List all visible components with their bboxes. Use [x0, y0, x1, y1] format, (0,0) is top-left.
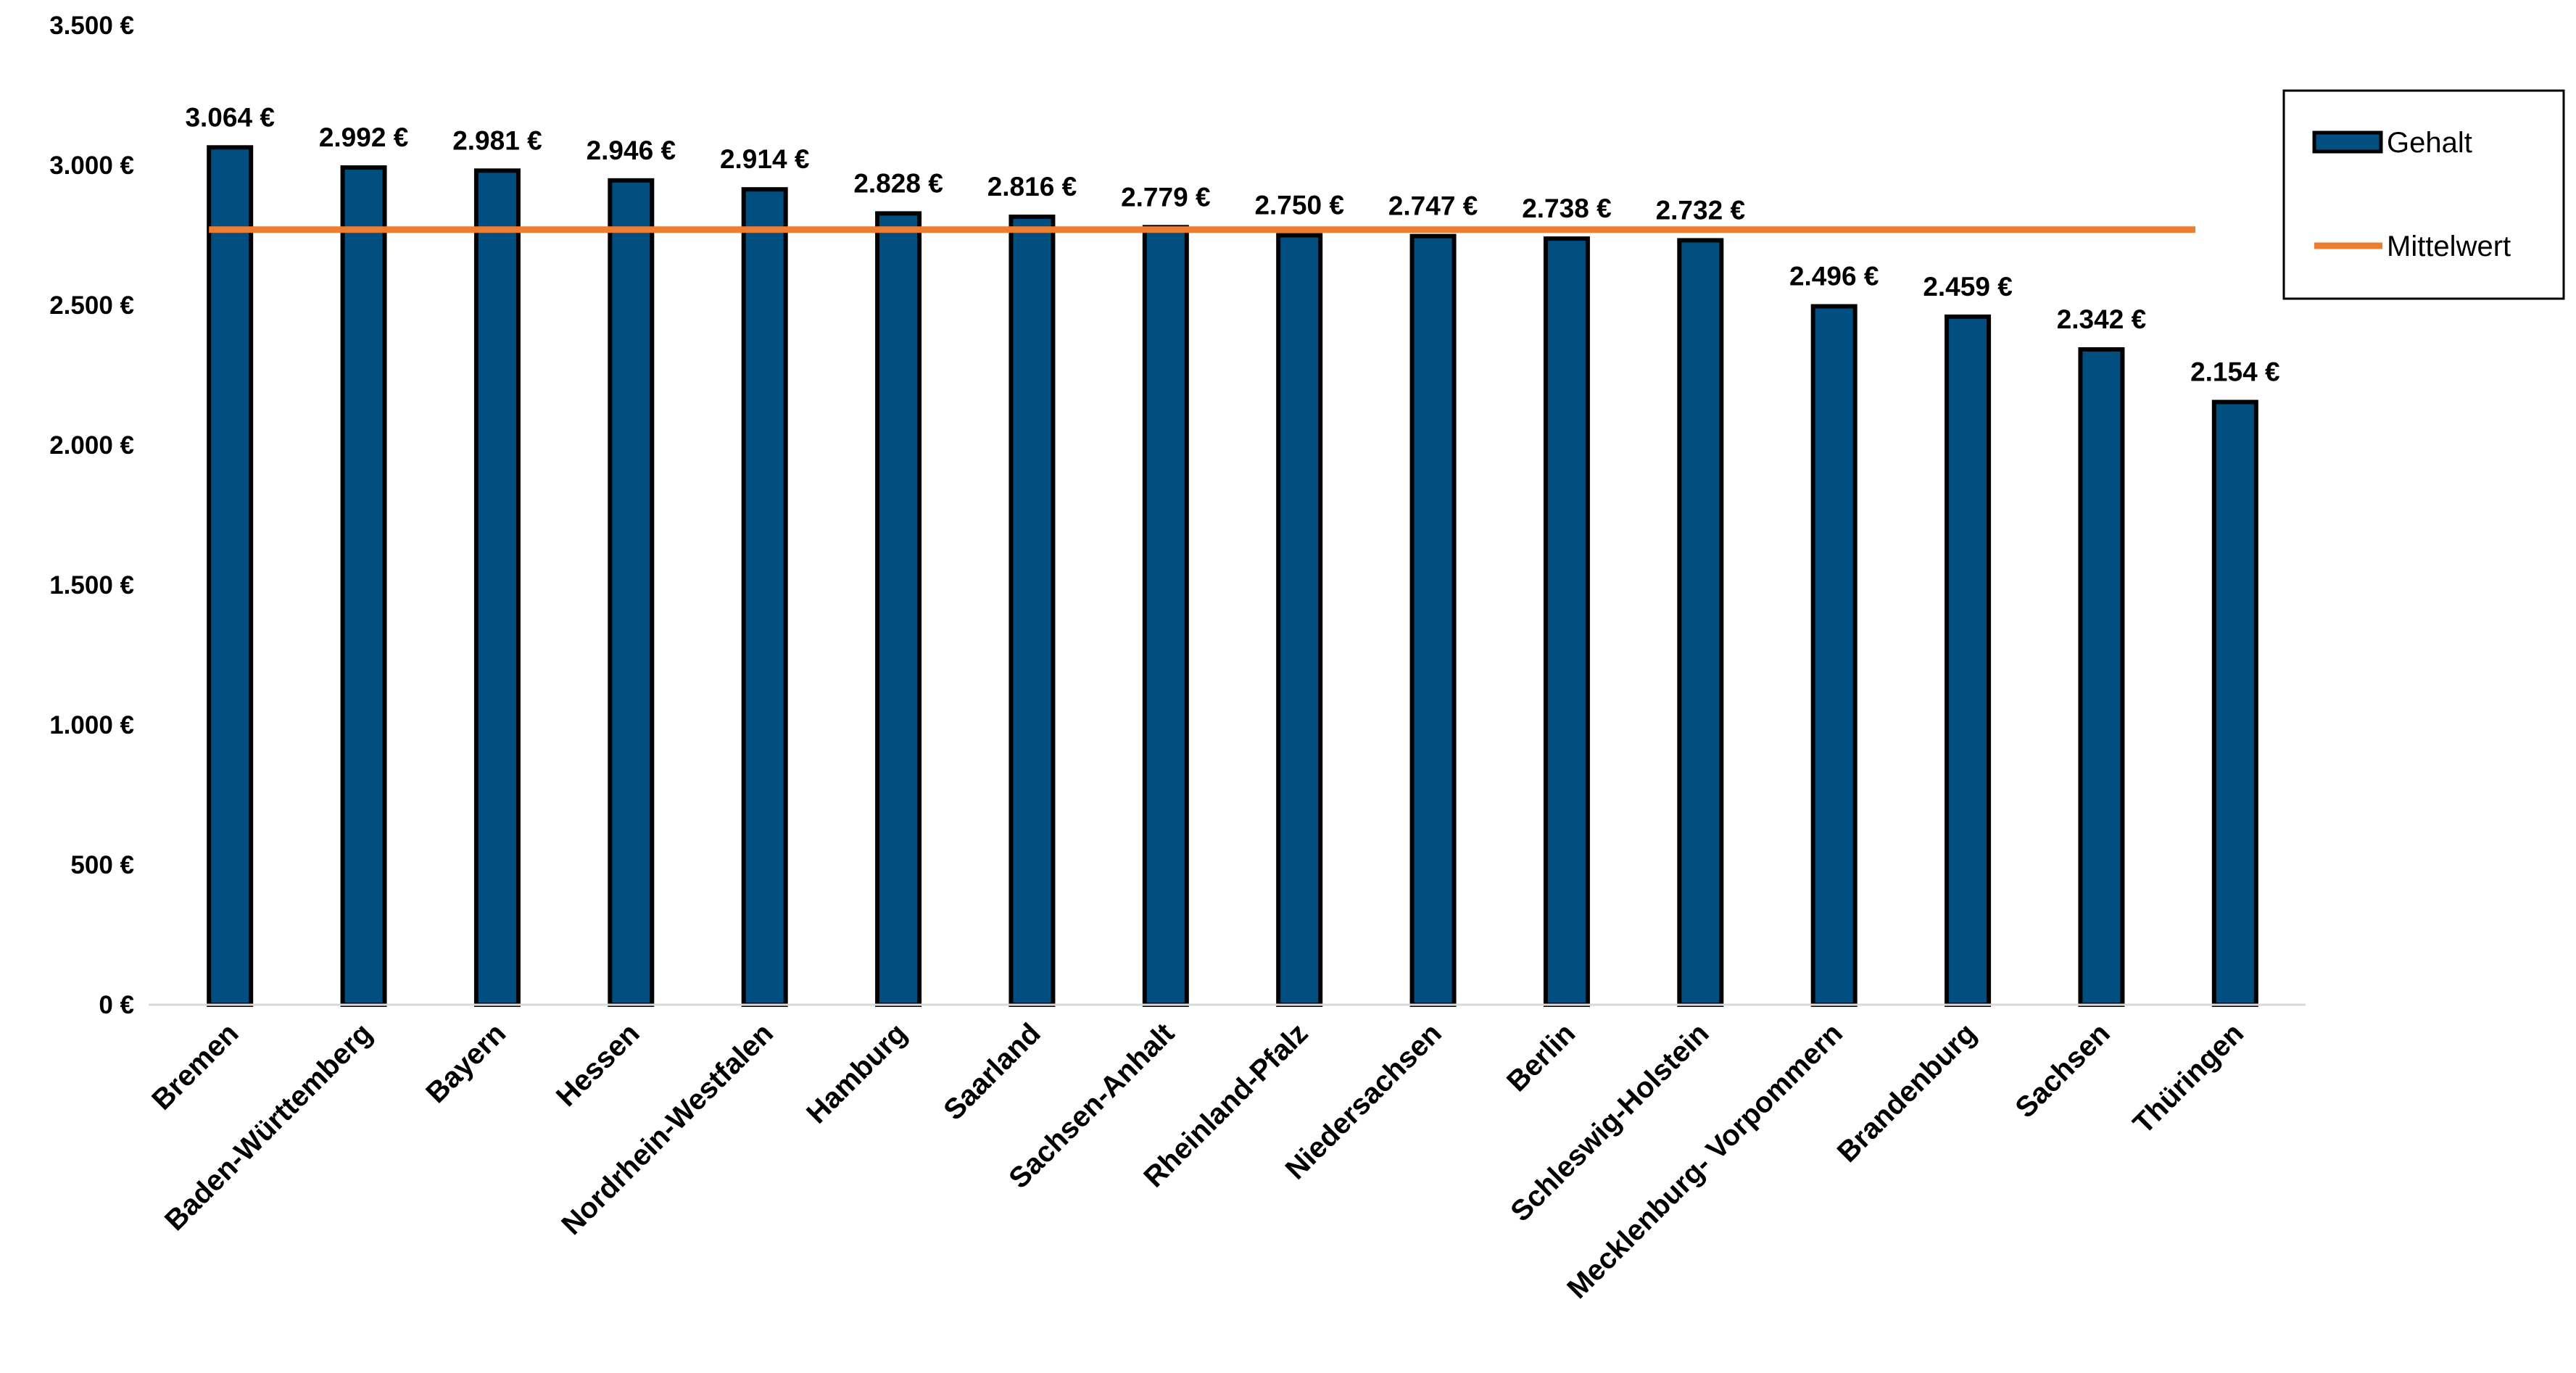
- y-tick-label: 3.000 €: [49, 152, 134, 180]
- y-tick-label: 1.500 €: [49, 571, 134, 600]
- x-tick-label: Bayern: [420, 1017, 512, 1109]
- data-label: 2.342 €: [2057, 304, 2146, 334]
- bar: [608, 178, 655, 1007]
- data-labels: 3.064 € 2.992 € 2.981 € 2.946 € 2.914 € 2.828…: [185, 102, 2279, 386]
- bar: [1009, 215, 1056, 1007]
- data-label: 2.750 €: [1254, 191, 1343, 220]
- bar: [340, 165, 387, 1007]
- data-label: 2.946 €: [587, 136, 676, 165]
- data-label: 2.914 €: [720, 144, 809, 174]
- bar: [1409, 233, 1457, 1008]
- data-label: 2.747 €: [1388, 191, 1478, 221]
- data-label: 2.496 €: [1789, 262, 1879, 291]
- x-tick-label: Sachsen: [2009, 1017, 2116, 1124]
- bar: [1276, 233, 1323, 1007]
- x-tick-label: Hessen: [550, 1017, 646, 1113]
- data-label: 2.992 €: [319, 123, 408, 152]
- bar: [1142, 225, 1189, 1007]
- data-label: 2.154 €: [2190, 357, 2279, 387]
- bar: [1945, 314, 1992, 1007]
- x-tick-label: Hamburg: [800, 1017, 913, 1129]
- y-tick-label: 2.500 €: [49, 291, 134, 320]
- x-tick-label: Bremen: [146, 1017, 244, 1116]
- data-label: 2.816 €: [987, 172, 1077, 202]
- x-tick-label: Berlin: [1501, 1017, 1581, 1098]
- legend-gehalt-label: Gehalt: [2387, 127, 2472, 159]
- bar: [473, 168, 521, 1008]
- bar: [207, 145, 254, 1007]
- data-label: 2.779 €: [1121, 182, 1210, 212]
- y-tick-label: 1.000 €: [49, 711, 134, 739]
- data-label: 2.981 €: [452, 125, 542, 155]
- legend-box: [2282, 89, 2565, 300]
- x-tick-label: Brandenburg: [1831, 1017, 1983, 1169]
- legend-mittelwert-label: Mittelwert: [2387, 231, 2511, 262]
- bar: [1543, 236, 1590, 1008]
- bars: [207, 145, 2258, 1008]
- bar: [875, 211, 922, 1008]
- y-axis: 0 € 500 € 1.000 € 1.500 € 2.000 € 2.500 € 3.00…: [49, 12, 134, 1019]
- x-tick-label: Thüringen: [2127, 1017, 2250, 1140]
- data-label: 2.732 €: [1656, 195, 1745, 225]
- y-tick-label: 2.000 €: [49, 431, 134, 460]
- x-tick-label: Saarland: [937, 1017, 1047, 1127]
- x-tick-label: Mecklenburg- Vorpommern: [1561, 1017, 1849, 1305]
- bar: [2078, 347, 2125, 1008]
- bar: [741, 187, 788, 1007]
- data-label: 3.064 €: [185, 102, 274, 132]
- data-label: 2.459 €: [1923, 272, 2012, 302]
- bar: [1677, 238, 1724, 1007]
- y-tick-label: 0 €: [99, 991, 134, 1019]
- data-label: 2.738 €: [1522, 194, 1611, 223]
- bar: [2211, 399, 2258, 1007]
- legend-bar-swatch: [2312, 130, 2383, 154]
- legend: Gehalt Mittelwert: [2282, 89, 2565, 300]
- y-tick-label: 3.500 €: [49, 12, 134, 40]
- data-label: 2.828 €: [853, 168, 943, 198]
- y-tick-label: 500 €: [70, 851, 134, 879]
- bar: [1810, 304, 1858, 1007]
